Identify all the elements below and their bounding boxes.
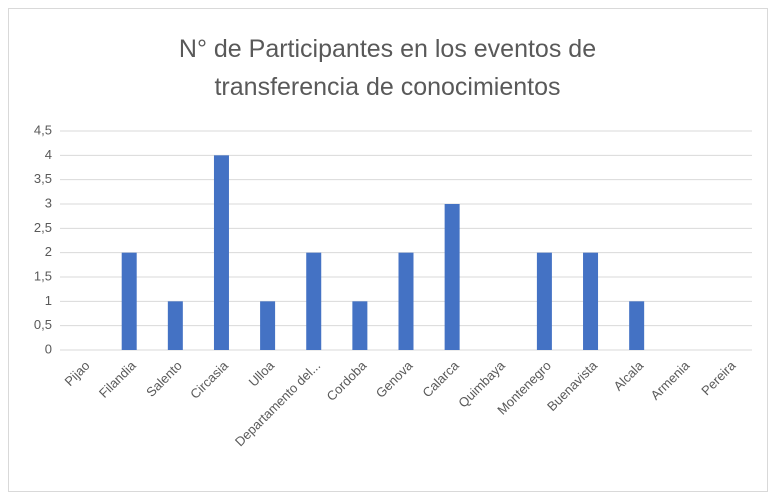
bar [352, 301, 368, 350]
y-tick-label: 4 [45, 147, 52, 162]
bar [260, 301, 276, 350]
y-tick-label: 1 [45, 293, 52, 308]
x-tick-label: Salento [143, 358, 185, 400]
bar [444, 204, 460, 350]
y-tick-label: 2,5 [34, 220, 52, 235]
y-tick-label: 2 [45, 244, 52, 259]
x-tick-label: Circasia [187, 357, 231, 401]
y-tick-label: 3 [45, 195, 52, 210]
y-tick-label: 3,5 [34, 171, 52, 186]
x-tick-label: Buenavista [544, 357, 601, 414]
x-tick-label: Armenia [648, 357, 693, 402]
x-tick-label: Ulloa [246, 357, 278, 389]
bar [213, 155, 229, 350]
x-tick-label: Departamento del... [232, 358, 323, 449]
bar [398, 252, 414, 350]
y-tick-label: 0 [45, 341, 52, 356]
chart-frame [8, 8, 768, 492]
bar [306, 252, 322, 350]
x-tick-label: Genova [373, 357, 416, 400]
x-tick-label: Filandia [96, 357, 139, 400]
bar [583, 252, 599, 350]
bar [629, 301, 645, 350]
y-tick-label: 4,5 [34, 122, 52, 137]
bar [167, 301, 183, 350]
bar [536, 252, 552, 350]
y-tick-label: 0,5 [34, 317, 52, 332]
bar [121, 252, 137, 350]
x-tick-label: Calarca [419, 357, 462, 400]
x-tick-label: Pijao [62, 358, 93, 389]
x-tick-label: Alcala [611, 357, 647, 393]
chart-title: N° de Participantes en los eventos de tr… [178, 35, 597, 101]
x-tick-label: Pereira [698, 357, 739, 398]
x-tick-label: Cordoba [324, 357, 370, 403]
y-tick-label: 1,5 [34, 268, 52, 283]
